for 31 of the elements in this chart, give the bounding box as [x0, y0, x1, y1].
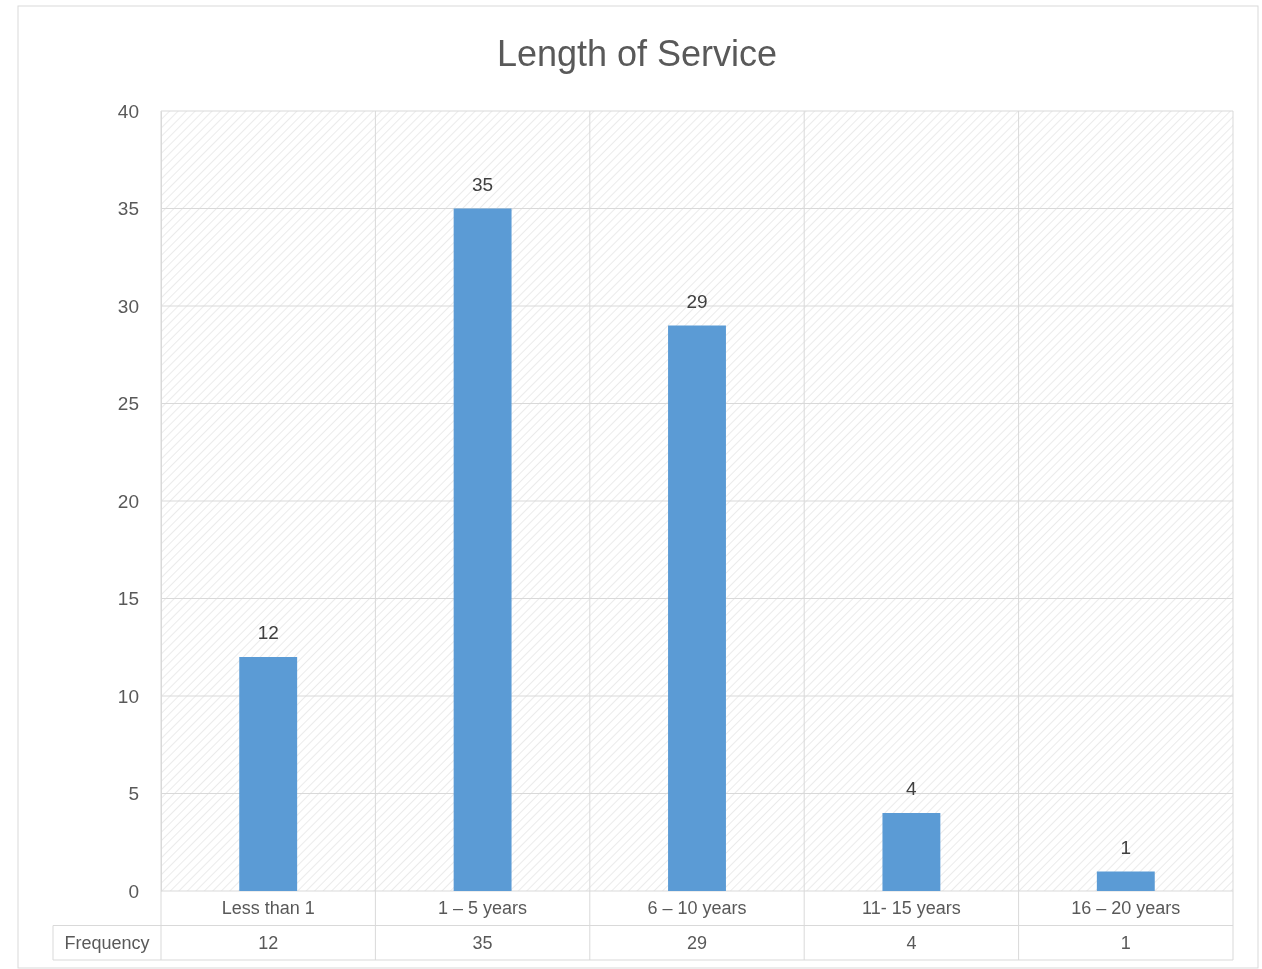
data-label: 29: [686, 290, 708, 312]
data-label: 12: [257, 622, 279, 643]
text: 29: [686, 932, 708, 953]
bar: [882, 813, 941, 891]
x-tick-label: 11- 15 years: [862, 898, 961, 919]
x-tick-label: 1 – 5 years: [438, 898, 528, 919]
text: 12: [258, 932, 279, 953]
y-tick-label: 30: [117, 295, 139, 317]
y-tick-label: 10: [117, 685, 139, 707]
x-tick-label: 6 – 10 years: [647, 898, 747, 919]
x-tick-label: Less than 1: [221, 898, 315, 919]
bar: [668, 325, 726, 891]
text: 1: [1120, 932, 1131, 953]
bar: [239, 657, 298, 891]
y-tick-label: 40: [117, 100, 139, 122]
chart-title: Length of Service: [496, 33, 778, 74]
data-label: 4: [906, 778, 918, 799]
text: Frequency: [64, 932, 150, 953]
y-tick-label: 20: [117, 490, 139, 512]
text: 4: [906, 932, 917, 953]
bar: [1096, 871, 1155, 891]
y-tick-label: 25: [117, 393, 139, 415]
y-tick-label: 0: [128, 880, 139, 902]
y-tick-label: 35: [117, 198, 139, 220]
x-tick-label: 16 – 20 years: [1071, 898, 1181, 919]
bar: [453, 208, 512, 891]
y-tick-label: 15: [117, 588, 139, 610]
text: 35: [472, 932, 493, 953]
y-tick-label: 5: [128, 783, 139, 805]
data-label: 1: [1120, 836, 1132, 858]
data-label: 35: [472, 173, 494, 195]
